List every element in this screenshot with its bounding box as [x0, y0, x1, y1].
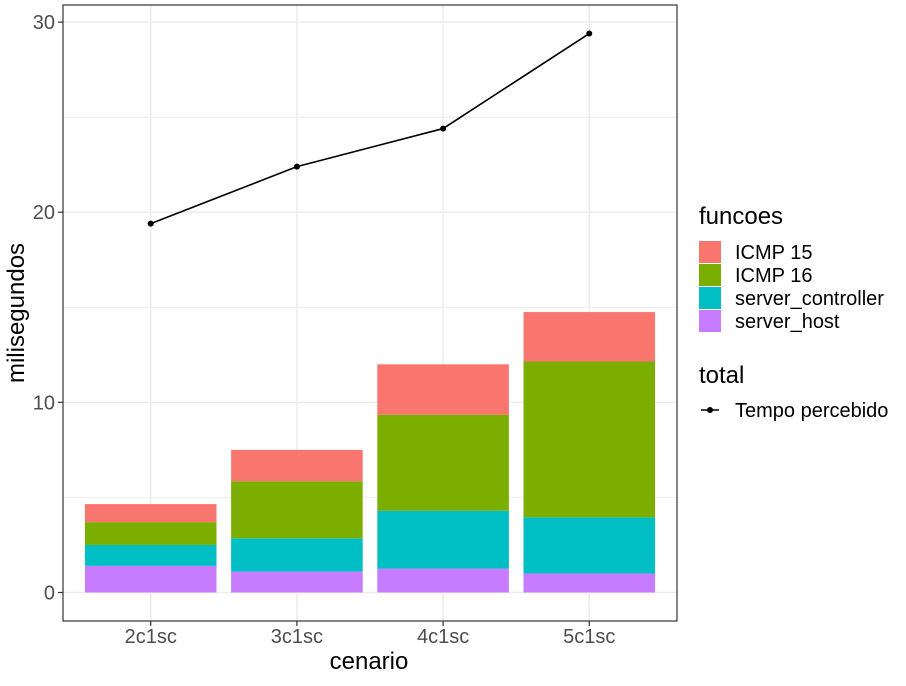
x-tick-label: 4c1sc	[417, 626, 469, 648]
bar-icmp-15-5c1sc	[523, 312, 656, 362]
legend-label-icmp-16: ICMP 16	[735, 265, 812, 287]
y-tick-label: 20	[33, 202, 55, 224]
bar-icmp-16-2c1sc	[84, 522, 217, 545]
bar-server-host-2c1sc	[84, 565, 217, 593]
x-tick-label: 3c1sc	[271, 626, 323, 648]
y-tick-label: 30	[33, 12, 55, 34]
x-tick-label: 2c1sc	[125, 626, 177, 648]
legend-key-server-controller	[699, 287, 721, 309]
bar-icmp-16-4c1sc	[377, 414, 509, 511]
bar-server-host-4c1sc	[377, 568, 509, 593]
bar-server-controller-2c1sc	[84, 544, 217, 566]
legend-key-point-tempo-percebido	[707, 407, 713, 413]
plot-panel	[62, 4, 678, 622]
y-tick-label: 0	[44, 582, 55, 604]
legend-label-server-host: server_host	[735, 311, 840, 333]
point-tempo-percebido-3c1sc	[293, 163, 300, 170]
legend-label-server-controller: server_controller	[735, 288, 884, 310]
bar-server-controller-3c1sc	[231, 538, 363, 572]
y-axis-title: milisegundos	[3, 243, 30, 383]
axes: 0 10 20 30 2c1sc 3c1sc 4c1sc 5c1sc	[33, 12, 616, 648]
legend-label-tempo-percebido: Tempo percebido	[735, 400, 888, 422]
y-tick-label: 10	[33, 392, 55, 414]
point-tempo-percebido-4c1sc	[440, 125, 447, 132]
x-axis-title: cenario	[330, 648, 409, 675]
panel-border	[62, 4, 678, 622]
bar-icmp-15-4c1sc	[377, 364, 509, 415]
bar-server-controller-4c1sc	[377, 510, 509, 569]
bar-server-host-3c1sc	[231, 571, 363, 593]
bar-icmp-15-2c1sc	[84, 504, 217, 523]
legend-label-icmp-15: ICMP 15	[735, 242, 812, 264]
legend-key-server-host	[699, 310, 721, 332]
x-tick-label: 5c1sc	[563, 626, 615, 648]
bar-icmp-15-3c1sc	[231, 449, 363, 482]
line-tempo-percebido	[150, 32, 590, 225]
point-tempo-percebido-2c1sc	[147, 220, 154, 227]
legend-key-icmp-15	[699, 241, 721, 263]
bar-server-controller-5c1sc	[523, 517, 656, 574]
point-tempo-percebido-5c1sc	[586, 30, 593, 37]
legend-title-funcoes: funcoes	[699, 203, 783, 230]
legend-key-icmp-16	[699, 264, 721, 286]
bar-icmp-16-3c1sc	[231, 481, 363, 539]
legend-title-total: total	[699, 362, 744, 389]
bar-icmp-16-5c1sc	[523, 361, 656, 518]
bar-server-host-5c1sc	[523, 573, 656, 593]
